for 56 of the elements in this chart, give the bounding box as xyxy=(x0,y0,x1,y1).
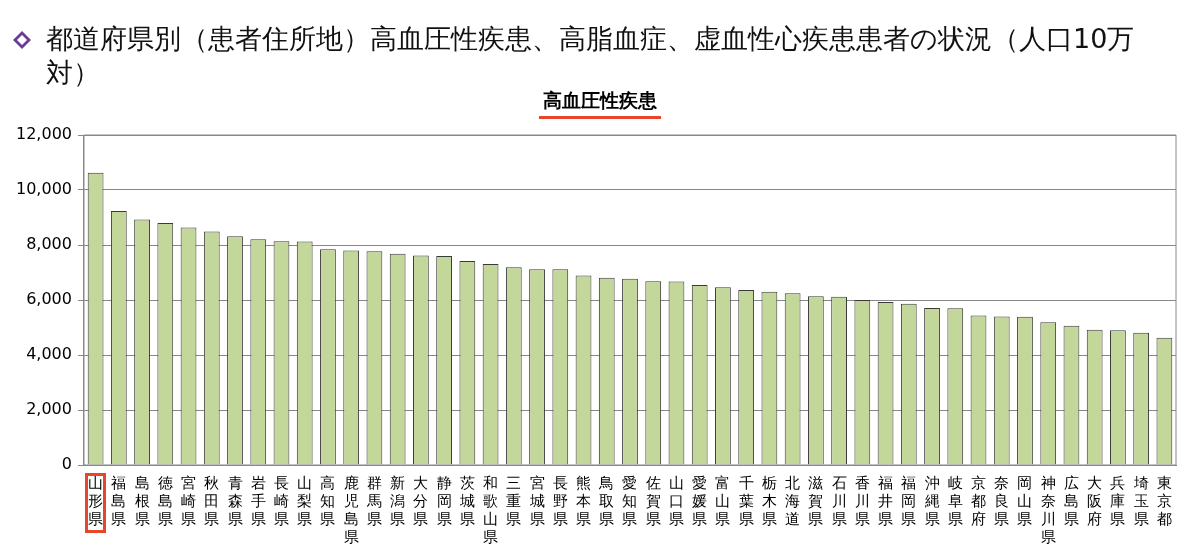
x-tick-label: 栃木県 xyxy=(761,473,777,528)
x-tick-label: 滋賀県 xyxy=(808,473,824,528)
y-tick-label: 2,000 xyxy=(26,399,72,419)
x-tick-label: 鹿児島県 xyxy=(343,473,359,546)
x-tick-label: 千葉県 xyxy=(738,473,754,528)
x-tick-label: 北海道 xyxy=(785,473,801,528)
x-tick-label: 神奈川県 xyxy=(1040,473,1056,546)
x-tick-label: 沖縄県 xyxy=(923,473,940,528)
x-tick-label: 岩手県 xyxy=(250,473,266,528)
x-tick-label: 福岡県 xyxy=(901,473,917,528)
x-tick-label: 大分県 xyxy=(413,473,429,528)
x-tick-label: 福井県 xyxy=(878,473,894,528)
x-tick-label: 群馬県 xyxy=(365,473,382,528)
x-tick-label: 大阪府 xyxy=(1087,473,1103,528)
x-tick-label: 山口県 xyxy=(668,473,684,528)
chart-title: 都道府県別（患者住所地）高血圧性疾患、高脂血症、虚血性心疾患患者の状況（人口10万対） xyxy=(46,22,1136,90)
x-tick-label: 山形県 xyxy=(88,473,104,528)
x-tick-label: 和歌山県 xyxy=(483,473,499,546)
chart-subtitle: 高血圧性疾患 xyxy=(539,88,661,119)
x-tick-label: 富山県 xyxy=(715,473,731,528)
x-tick-label: 愛知県 xyxy=(622,473,638,528)
x-tick-label: 鳥取県 xyxy=(598,473,615,528)
x-tick-label: 兵庫県 xyxy=(1110,473,1126,528)
x-tick-label: 高知県 xyxy=(320,473,336,528)
x-tick-label: 東京都 xyxy=(1156,473,1172,528)
x-tick-label: 徳島県 xyxy=(157,473,173,528)
x-tick-label: 宮崎県 xyxy=(181,473,197,528)
x-tick-label: 京都府 xyxy=(971,473,987,528)
y-tick-label: 8,000 xyxy=(26,234,72,254)
y-tick-label: 0 xyxy=(61,454,72,474)
y-tick-label: 10,000 xyxy=(16,179,72,199)
x-tick-label: 静岡県 xyxy=(436,473,452,528)
x-tick-label: 香川県 xyxy=(854,473,870,528)
x-tick-label: 奈良県 xyxy=(994,473,1010,528)
x-tick-label: 広島県 xyxy=(1063,473,1079,528)
x-tick-label: 長崎県 xyxy=(273,473,289,528)
x-tick-label: 秋田県 xyxy=(204,473,220,528)
x-tick-label: 茨城県 xyxy=(458,473,475,528)
y-tick-label: 6,000 xyxy=(26,289,72,309)
x-tick-label: 岐阜県 xyxy=(947,473,963,528)
x-tick-label: 熊本県 xyxy=(576,473,592,528)
x-tick-label: 福島県 xyxy=(111,473,127,528)
x-tick-label: 山梨県 xyxy=(297,473,313,528)
x-tick-label: 埼玉県 xyxy=(1132,473,1149,528)
x-tick-label: 宮城県 xyxy=(528,473,545,528)
y-tick-label: 12,000 xyxy=(16,124,72,144)
x-tick-label: 長野県 xyxy=(552,473,568,528)
x-tick-label: 佐賀県 xyxy=(645,473,661,528)
x-tick-label: 愛媛県 xyxy=(692,473,708,528)
x-tick-label: 三重県 xyxy=(506,473,522,528)
x-tick-label: 新潟県 xyxy=(390,473,406,528)
x-tick-label: 岡山県 xyxy=(1017,473,1033,528)
x-tick-label: 島根県 xyxy=(134,473,150,528)
y-tick-label: 4,000 xyxy=(26,344,72,364)
x-tick-label: 青森県 xyxy=(227,473,243,528)
x-tick-label: 石川県 xyxy=(831,473,847,528)
